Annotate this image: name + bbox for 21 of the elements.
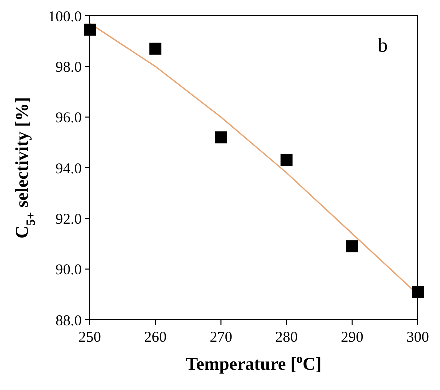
point [150,42,162,55]
x-tick-label: 260 [144,330,167,346]
x-tick-label: 300 [406,330,430,346]
point [280,154,293,166]
point [84,24,96,36]
y-tick-label: 98.0 [56,60,82,76]
y-tick-label: 100.0 [48,9,82,26]
point [215,132,228,144]
y-tick-label: 94.0 [56,161,82,178]
point [346,240,358,253]
x-axis-title: Temperature [$^{o}$C] [186,352,322,374]
x-tick-label: 250 [78,330,102,346]
x-tick-label: 270 [210,330,232,346]
y-tick-label: 88.0 [56,313,82,330]
x-tick-label: 280 [276,330,298,346]
point [412,286,424,298]
y-tick-label: 92.0 [56,212,82,228]
y-tick-label: 96.0 [56,110,82,127]
y-tick-label: 90.0 [56,262,82,279]
x-tick-label: 290 [341,330,364,346]
annotation: b [378,35,388,57]
